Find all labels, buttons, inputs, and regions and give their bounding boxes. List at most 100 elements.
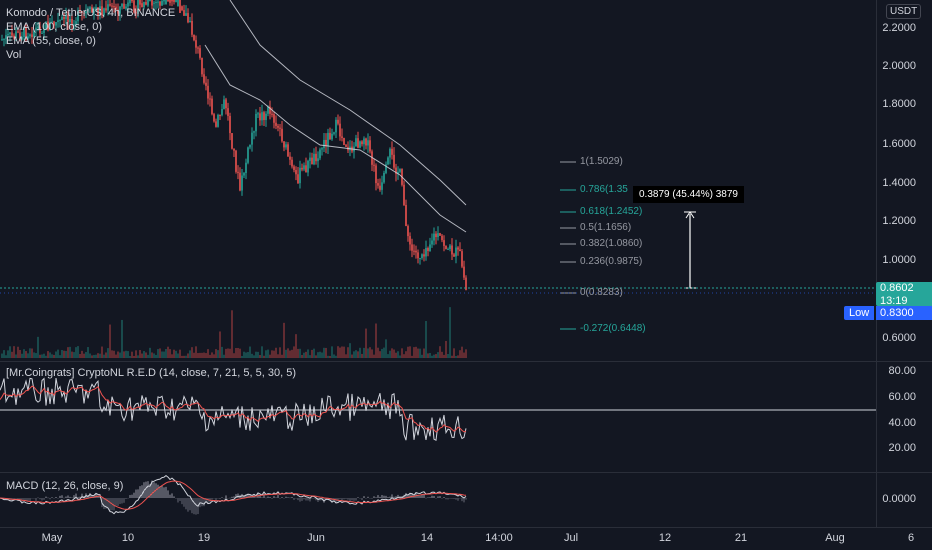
macd-hist-bar [25, 498, 27, 502]
bar-countdown: 13:19 [880, 295, 908, 307]
candle-body [155, 2, 157, 4]
macd-hist-bar [351, 498, 353, 501]
candle-body [115, 6, 117, 10]
volume-bar [411, 355, 413, 358]
measure-label[interactable]: 0.3879 (45.44%) 3879 [633, 186, 744, 203]
volume-bar [33, 352, 35, 358]
volume-bar [151, 352, 153, 358]
macd-hist-bar [145, 481, 147, 498]
volume-bar [69, 346, 71, 358]
last-price-value: 0.8602 [880, 282, 914, 294]
volume-bar [289, 350, 291, 358]
volume-bar [429, 352, 431, 358]
candle-body [375, 165, 377, 184]
candle-body [217, 114, 219, 127]
macd-hist-bar [361, 498, 363, 501]
volume-bar [79, 353, 81, 358]
rsi-panel[interactable] [0, 362, 876, 472]
volume-bar [309, 355, 311, 358]
volume-bar [139, 350, 141, 358]
candle-body [319, 149, 321, 159]
ema-100-legend[interactable]: EMA (100, close, 0) [6, 21, 102, 33]
macd-hist-bar [371, 497, 373, 499]
low-tag-value: 0.8300 [876, 306, 932, 320]
candle-body [3, 38, 5, 40]
rsi-title[interactable]: [Mr.Coingrats] CryptoNL R.E.D (14, close… [6, 367, 296, 379]
macd-hist-bar [261, 497, 263, 498]
macd-hist-bar [347, 498, 349, 500]
candle-body [53, 21, 55, 26]
candle-body [203, 74, 205, 83]
candle-body [191, 20, 193, 35]
macd-hist-bar [91, 495, 93, 498]
volume-bar [371, 349, 373, 358]
pane-separator[interactable] [0, 472, 932, 473]
volume-bar [301, 354, 303, 358]
volume-bar [149, 347, 151, 358]
volume-bar [329, 355, 331, 358]
candle-body [257, 113, 259, 115]
macd-hist-bar [399, 496, 401, 498]
macd-hist-bar [365, 498, 367, 499]
macd-hist-bar [295, 498, 297, 499]
fib-level-label: 0.5(1.1656) [580, 222, 632, 233]
candles-group [1, 0, 467, 291]
pane-separator[interactable] [0, 361, 932, 362]
candle-body [237, 171, 239, 173]
volume-bar [165, 348, 167, 358]
volume-bar [305, 351, 307, 358]
volume-bar [245, 352, 247, 358]
symbol-title[interactable]: Komodo / TetherUS, 4h, BINANCE [6, 7, 176, 19]
candle-body [7, 33, 9, 36]
macd-panel[interactable] [0, 473, 876, 527]
candle-body [41, 32, 43, 34]
candle-body [27, 36, 29, 39]
macd-hist-bar [35, 498, 37, 501]
volume-bar [363, 347, 365, 358]
volume-bar [395, 352, 397, 358]
volume-legend[interactable]: Vol [6, 49, 22, 61]
volume-bar [311, 349, 313, 358]
macd-hist-bar [13, 498, 15, 499]
macd-hist-bar [429, 497, 431, 498]
price-chart[interactable] [0, 0, 876, 360]
candle-body [317, 158, 319, 162]
macd-hist-bar [177, 498, 179, 503]
macd-hist-bar [313, 498, 315, 499]
volume-bar [73, 352, 75, 358]
rsi-axis-label: 80.00 [888, 365, 916, 377]
rsi-axis-label: 40.00 [888, 417, 916, 429]
volume-bar [9, 346, 11, 358]
macd-hist-bar [31, 498, 33, 499]
currency-badge[interactable]: USDT [886, 4, 922, 19]
candle-body [227, 108, 229, 116]
macd-hist-bar [17, 498, 19, 500]
macd-hist-bar [385, 495, 387, 498]
macd-hist-bar [465, 498, 467, 500]
macd-hist-bar [203, 498, 205, 507]
price-range-measure[interactable] [684, 211, 696, 289]
volume-bar [219, 331, 221, 358]
candle-body [419, 258, 421, 260]
volume-bar [179, 349, 181, 358]
last-price-tag[interactable]: 0.8602 13:19 [876, 282, 932, 307]
macd-hist-bar [377, 495, 379, 498]
fib-retracement-tool[interactable] [560, 161, 576, 330]
ema-55-legend[interactable]: EMA (55, close, 0) [6, 35, 96, 47]
candle-body [147, 0, 149, 6]
macd-hist-bar [259, 495, 261, 498]
macd-hist-bar [123, 498, 125, 503]
volume-bar [45, 355, 47, 358]
volume-bar [313, 348, 315, 358]
candle-body [337, 119, 339, 124]
macd-hist-bar [175, 498, 177, 499]
macd-hist-bar [427, 497, 429, 498]
macd-title[interactable]: MACD (12, 26, close, 9) [6, 480, 124, 492]
volume-bar [327, 355, 329, 358]
volume-bar [361, 353, 363, 358]
macd-hist-bar [423, 494, 425, 498]
macd-axis-label: 0.0000 [882, 493, 916, 505]
volume-bar [101, 346, 103, 358]
macd-hist-bar [451, 498, 453, 499]
candle-body [417, 252, 419, 259]
